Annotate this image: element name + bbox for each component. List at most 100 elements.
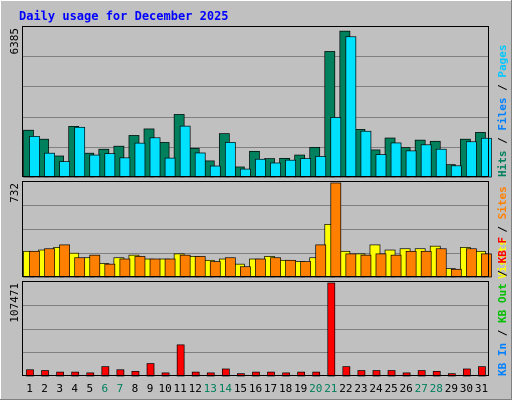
bar-sites-day-22 [345,253,357,278]
series-files [29,36,492,178]
bar-files-day-21 [330,117,342,178]
bar-files-day-28 [435,148,447,178]
bar-files-day-10 [164,157,176,178]
day-label-23: 23 [354,382,367,395]
bar-sites-day-27 [420,250,432,278]
plot-area [22,281,489,376]
bar-kb-f-day-9 [146,363,155,377]
bar-kb-f-day-14 [221,368,230,377]
day-label-11: 11 [174,382,187,395]
bar-sites-day-30 [466,248,477,278]
legend-item-kb-f: KB F [496,237,509,264]
day-label-21: 21 [324,382,337,395]
bar-sites-day-21 [330,182,342,278]
plot-border [22,181,489,277]
day-label-18: 18 [279,382,292,395]
bar-files-day-14 [224,142,236,178]
legend-separator: / [496,263,509,283]
day-label-12: 12 [189,382,202,395]
day-label-9: 9 [147,382,154,395]
chart-title: Daily usage for December 2025 [19,9,229,23]
day-axis-labels: 1 2 3 4 5 6 7 8 9 10 11 12 13 14 15 16 17 18 19 20 21 22 23 24 2… [26,382,488,395]
legend-item-hits: Hits [496,151,509,178]
day-label-20: 20 [309,382,322,395]
bar-files-day-6 [104,153,116,178]
bar-sites-day-15 [240,266,251,278]
bar-files-day-29 [450,165,462,178]
day-label-19: 19 [294,382,307,395]
day-label-31: 31 [475,382,488,395]
bar-files-day-9 [149,137,161,178]
bar-files-day-27 [420,144,432,178]
day-label-15: 15 [234,382,247,395]
bar-files-day-7 [119,157,131,178]
bar-files-day-16 [255,158,266,178]
bar-files-day-2 [44,152,55,178]
bar-files-day-17 [270,162,281,178]
legend-separator: / [496,78,509,98]
bar-sites-day-28 [435,248,447,278]
bar-files-day-31 [481,137,492,178]
bar-sites-day-10 [164,258,176,278]
bar-files-day-30 [466,141,477,178]
bar-kb-f-day-30 [463,368,471,377]
legend-traffic: KB In / KB Out / KB F [496,237,509,376]
legend-item-pages: Pages [496,45,509,78]
bar-files-day-15 [240,168,251,178]
legend-separator: / [496,323,509,343]
bar-kb-f-day-21 [327,282,336,377]
day-label-6: 6 [102,382,109,395]
bar-files-day-8 [134,142,146,178]
bar-sites-day-4 [74,257,86,278]
bar-sites-day-9 [149,258,161,278]
bar-kb-f-day-22 [342,366,351,377]
bar-files-day-24 [375,154,387,178]
bar-kb-f-day-6 [101,366,110,377]
bar-sites-day-12 [194,256,206,278]
panel-requests: 6385 Hits / Files / Pages [8,26,509,178]
day-label-25: 25 [384,382,397,395]
day-label-5: 5 [86,382,93,395]
legend-item-kb-in: KB In [496,343,509,376]
bar-kb-f-day-31 [478,366,486,377]
day-label-26: 26 [400,382,413,395]
legend-separator: / [496,131,509,151]
legend-requests: Hits / Files / Pages [496,45,509,178]
day-label-22: 22 [339,382,352,395]
legend-item-sites: Sites [496,186,509,219]
bar-files-day-1 [29,136,40,178]
y-axis-max-label: 6385 [8,28,21,55]
bar-sites-day-25 [390,254,402,278]
bar-sites-day-31 [481,253,492,278]
bar-sites-day-1 [29,250,40,278]
day-label-1: 1 [26,382,33,395]
day-label-3: 3 [56,382,63,395]
bar-files-day-19 [300,158,312,178]
bar-files-day-25 [390,142,402,178]
day-label-30: 30 [460,382,473,395]
bar-files-day-5 [89,154,101,178]
bar-sites-day-18 [285,259,296,278]
legend-item-files: Files [496,98,509,131]
bar-files-day-18 [285,159,296,178]
day-label-28: 28 [430,382,443,395]
bar-sites-day-23 [360,254,372,278]
bar-kb-f-day-11 [176,344,185,377]
bar-sites-day-5 [89,254,101,278]
bar-sites-day-17 [270,257,281,278]
series-kb-f [26,282,486,377]
y-axis-max-label: 107471 [8,283,21,323]
bar-sites-day-19 [300,261,312,278]
day-label-27: 27 [415,382,428,395]
bar-files-day-11 [179,125,191,178]
legend-item-kb-out: KB Out [496,283,509,323]
bar-files-day-20 [315,156,327,178]
bar-sites-day-16 [255,258,266,278]
bar-sites-day-20 [315,244,327,278]
bar-sites-day-7 [119,258,131,278]
day-label-13: 13 [204,382,217,395]
bar-sites-day-11 [179,254,191,278]
day-label-16: 16 [249,382,262,395]
day-label-10: 10 [158,382,171,395]
